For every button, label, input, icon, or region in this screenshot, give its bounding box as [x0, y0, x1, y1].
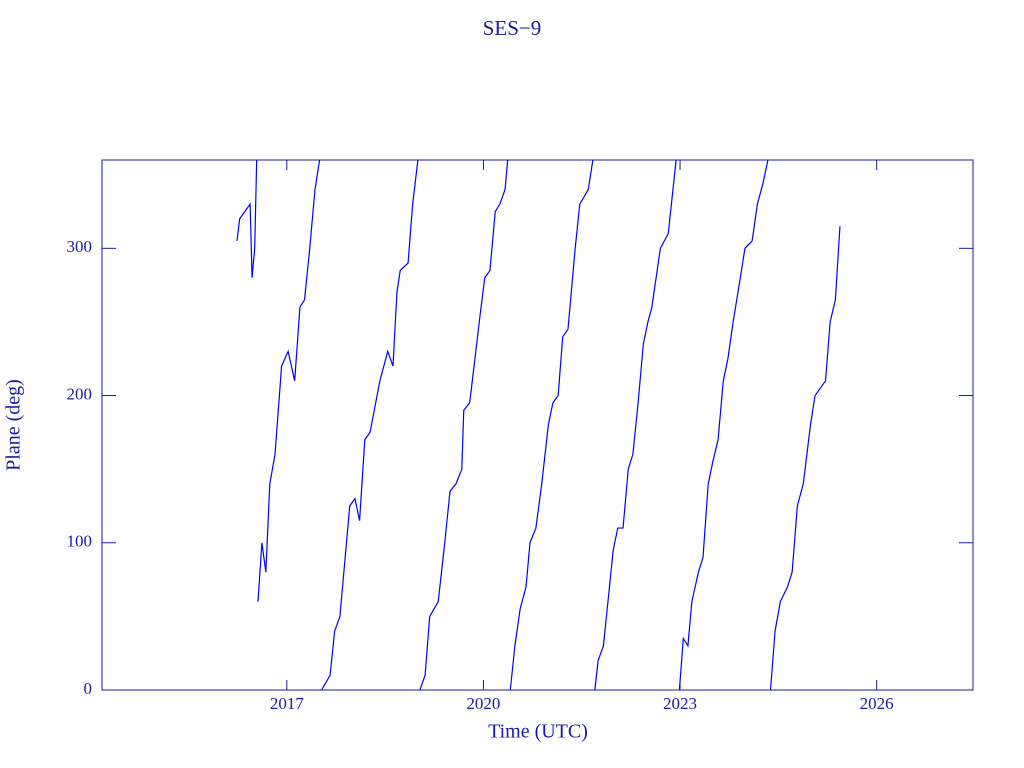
x-tick-label: 2020 — [466, 694, 500, 713]
data-line — [236, 159, 841, 691]
x-axis-label: Time (UTC) — [488, 721, 588, 743]
y-tick-label: 0 — [84, 679, 93, 698]
x-tick-label: 2017 — [270, 694, 305, 713]
y-axis-label: Plane (deg) — [3, 379, 25, 471]
chart-title: SES−9 — [483, 16, 542, 40]
x-tick-label: 2023 — [663, 694, 697, 713]
y-tick-label: 200 — [67, 384, 93, 403]
plot-frame — [101, 159, 974, 691]
y-tick-label: 300 — [67, 237, 93, 256]
x-tick-label: 2026 — [860, 694, 894, 713]
y-tick-label: 100 — [67, 532, 93, 551]
